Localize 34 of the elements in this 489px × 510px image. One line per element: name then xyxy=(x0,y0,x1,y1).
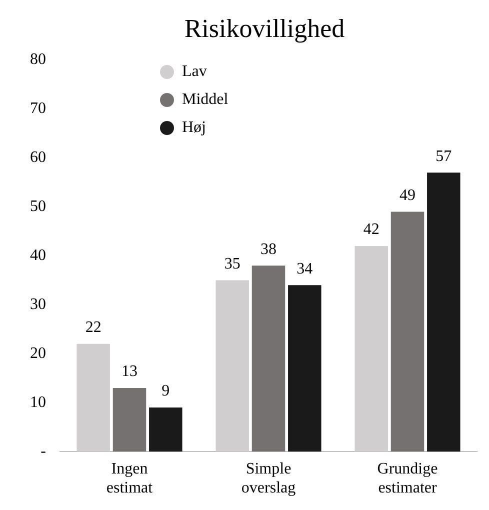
bar xyxy=(252,266,286,452)
data-label: 22 xyxy=(85,319,102,336)
chart-title: Risikovillighed xyxy=(183,14,346,44)
data-label: 57 xyxy=(436,148,452,165)
bar xyxy=(354,246,388,452)
bar xyxy=(76,344,110,452)
legend-label: Høj xyxy=(182,119,206,137)
y-tick-label: - xyxy=(40,442,46,460)
x-tick-label: Ingen estimat xyxy=(106,460,154,497)
bar xyxy=(288,285,322,452)
y-tick-label: 50 xyxy=(30,198,46,216)
y-tick-label: 20 xyxy=(30,344,46,362)
bar xyxy=(112,388,146,452)
x-tick-label: Grundige estimater xyxy=(377,460,438,497)
x-tick-label: Simple overslag xyxy=(241,460,296,497)
legend-label: Lav xyxy=(182,63,207,81)
data-label: 42 xyxy=(363,221,380,238)
data-label: 35 xyxy=(224,255,240,272)
y-tick-label: 60 xyxy=(30,149,46,166)
bar xyxy=(390,212,424,452)
y-tick-label: 10 xyxy=(30,394,46,411)
bar xyxy=(149,408,182,452)
y-tick-label: 70 xyxy=(30,100,46,118)
data-label: 13 xyxy=(122,363,138,380)
data-label: 9 xyxy=(162,382,170,400)
data-label: 34 xyxy=(296,260,313,278)
data-label: 49 xyxy=(400,186,416,204)
bar xyxy=(427,172,460,452)
y-tick-label: 40 xyxy=(30,247,46,264)
legend-label: Middel xyxy=(182,91,228,109)
data-label: 38 xyxy=(260,240,276,258)
y-tick-label: 30 xyxy=(30,296,46,313)
y-tick-label: 80 xyxy=(30,51,46,68)
bar xyxy=(216,280,249,452)
